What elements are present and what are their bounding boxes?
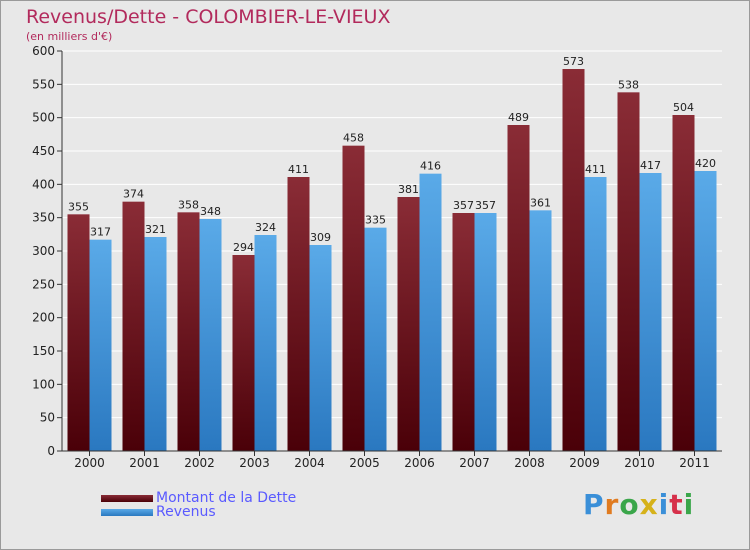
data-label-dette: 458 <box>343 132 364 145</box>
bar-dette <box>177 212 200 451</box>
bar-dette <box>452 213 475 451</box>
x-tick-label: 2003 <box>239 456 270 470</box>
y-tick-label: 100 <box>32 377 55 391</box>
data-label-revenus: 324 <box>255 221 276 234</box>
bar-revenus <box>584 177 607 451</box>
data-label-dette: 538 <box>618 78 639 91</box>
chart-title: Revenus/Dette - COLOMBIER-LE-VIEUX <box>26 6 391 28</box>
bar-dette <box>67 214 90 451</box>
legend-swatch-revenus <box>101 508 153 516</box>
data-label-dette: 411 <box>288 163 309 176</box>
x-tick-label: 2001 <box>129 456 160 470</box>
bar-dette <box>507 125 530 451</box>
bar-dette <box>562 69 585 451</box>
data-label-revenus: 357 <box>475 199 496 212</box>
data-label-revenus: 417 <box>640 159 661 172</box>
data-label-revenus: 411 <box>585 163 606 176</box>
y-tick-label: 450 <box>32 144 55 158</box>
x-tick-label: 2000 <box>74 456 105 470</box>
data-label-revenus: 361 <box>530 196 551 209</box>
logo-letter: t <box>669 488 684 521</box>
chart-subtitle: (en milliers d'€) <box>26 30 113 43</box>
x-tick-label: 2011 <box>679 456 710 470</box>
legend-item-dette: Montant de la Dette <box>101 490 296 506</box>
proxiti-logo: Proxiti <box>583 488 694 521</box>
legend-swatch-dette <box>101 494 153 502</box>
logo-letter: P <box>583 488 605 521</box>
data-label-revenus: 309 <box>310 231 331 244</box>
axes: 0 50 100 150 200 250 300 350 400 450 500 550 600 2000… <box>32 44 722 470</box>
x-tick-label: 2002 <box>184 456 215 470</box>
y-tick-label: 400 <box>32 177 55 191</box>
logo-letter: i <box>683 488 695 521</box>
data-label-dette: 374 <box>123 188 144 201</box>
bar-revenus <box>639 173 662 451</box>
y-tick-label: 550 <box>32 77 55 91</box>
logo-letter: x <box>639 488 659 521</box>
x-tick-label: 2004 <box>294 456 325 470</box>
data-label-revenus: 321 <box>145 223 166 236</box>
bar-dette <box>287 177 310 451</box>
logo-letter: r <box>604 488 620 521</box>
legend-item-revenus: Revenus <box>101 504 216 520</box>
data-label-revenus: 420 <box>695 157 716 170</box>
bar-revenus <box>529 210 552 451</box>
x-tick-label: 2010 <box>624 456 655 470</box>
bar-dette <box>342 145 365 451</box>
data-label-dette: 357 <box>453 199 474 212</box>
bar-revenus <box>364 227 387 451</box>
bar-revenus <box>199 219 222 451</box>
y-tick-label: 0 <box>47 444 55 458</box>
data-label-revenus: 348 <box>200 205 221 218</box>
bar-revenus <box>419 173 442 451</box>
legend-label-dette: Montant de la Dette <box>156 490 297 506</box>
bar-dette <box>232 255 255 451</box>
bar-dette <box>397 197 420 451</box>
x-tick-label: 2009 <box>569 456 600 470</box>
x-tick-label: 2007 <box>459 456 490 470</box>
data-label-dette: 381 <box>398 183 419 196</box>
bars: 3553173743213583482943244113094583353814… <box>67 55 717 451</box>
bar-revenus <box>144 237 167 451</box>
y-tick-label: 200 <box>32 311 55 325</box>
x-tick-label: 2008 <box>514 456 545 470</box>
data-label-dette: 573 <box>563 55 584 68</box>
x-tick-label: 2005 <box>349 456 380 470</box>
data-label-dette: 358 <box>178 198 199 211</box>
y-tick-label: 600 <box>32 44 55 58</box>
bar-dette <box>672 115 695 451</box>
y-tick-label: 300 <box>32 244 55 258</box>
x-tick-label: 2006 <box>404 456 435 470</box>
y-tick-label: 50 <box>40 411 55 425</box>
data-label-revenus: 416 <box>420 160 441 173</box>
grid-lines <box>62 50 722 419</box>
data-label-revenus: 317 <box>90 226 111 239</box>
y-tick-label: 150 <box>32 344 55 358</box>
legend-label-revenus: Revenus <box>156 504 216 520</box>
logo-letter: o <box>619 488 640 521</box>
y-tick-label: 250 <box>32 277 55 291</box>
bar-revenus <box>474 213 497 451</box>
data-label-dette: 489 <box>508 111 529 124</box>
y-tick-label: 500 <box>32 111 55 125</box>
y-tick-label: 350 <box>32 211 55 225</box>
bar-revenus <box>694 171 717 451</box>
logo-letter: i <box>658 488 670 521</box>
bar-revenus <box>89 239 112 451</box>
bar-dette <box>617 92 640 451</box>
data-label-dette: 504 <box>673 101 694 114</box>
bar-revenus <box>309 245 332 451</box>
data-label-dette: 355 <box>68 200 89 213</box>
bar-dette <box>122 201 145 451</box>
data-label-dette: 294 <box>233 241 254 254</box>
bar-revenus <box>254 235 277 451</box>
data-label-revenus: 335 <box>365 214 386 227</box>
